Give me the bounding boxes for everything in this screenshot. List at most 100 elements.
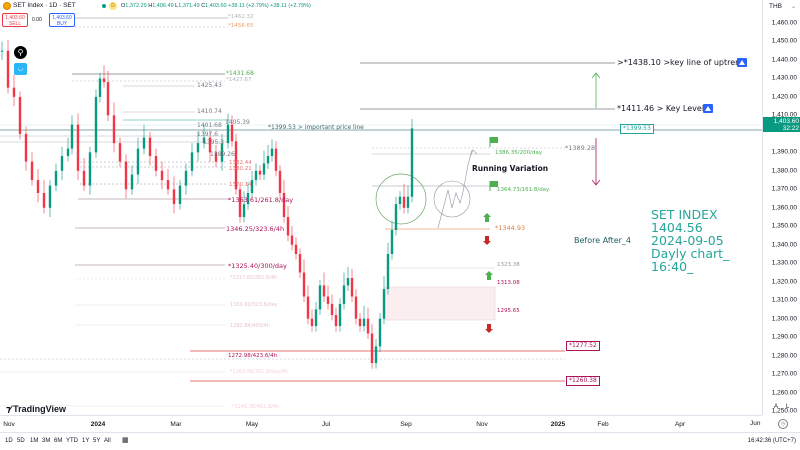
- price-tick: 1,420.00: [771, 93, 797, 101]
- level-1295[interactable]: 1295.65: [497, 308, 520, 314]
- time-tick: 2025: [550, 421, 566, 428]
- uptrend-key-line-label[interactable]: >*1438.10 >key line of uptrend: [617, 58, 746, 67]
- fib-1303[interactable]: 1303.60/323.6/day: [230, 302, 278, 308]
- emoji-icon[interactable]: ◡: [14, 63, 27, 75]
- tradingview-logo-text: TradingView: [13, 404, 66, 414]
- time-axis[interactable]: Nov 2024 Mar May Jul Sep Nov 2025 Feb Apr: [0, 415, 762, 432]
- time-tick: 2024: [90, 421, 106, 428]
- go-to-date-icon[interactable]: ◷: [778, 419, 788, 429]
- flag-icon[interactable]: [489, 181, 499, 191]
- important-price-label[interactable]: *1399.53 > important price line: [268, 124, 364, 131]
- fib-1325[interactable]: *1325.40/300/day: [228, 262, 287, 270]
- level-1389[interactable]: *1389.28: [565, 144, 596, 152]
- arrow-down-icon: [485, 324, 493, 333]
- level-1380[interactable]: 1380.21: [229, 166, 252, 172]
- level-1458[interactable]: *1458.65: [228, 23, 254, 29]
- chart-pane[interactable]: SET Index · 1D · SET D O1,372.29 H1,406.…: [0, 0, 762, 415]
- level-1344[interactable]: *1344.93: [495, 224, 526, 232]
- range-3m[interactable]: 3M: [42, 438, 51, 444]
- flag-1364-label[interactable]: 1364.73/161.8/day: [497, 187, 550, 193]
- idea-pin-icon[interactable]: ⚲: [14, 46, 27, 59]
- fib-1317[interactable]: *1317.65/261.8/4h: [230, 275, 278, 281]
- range-1y[interactable]: 1Y: [82, 438, 90, 444]
- range-5y[interactable]: 5Y: [93, 438, 101, 444]
- level-1462[interactable]: *1462.32: [228, 14, 254, 20]
- level-1405[interactable]: 1405.39: [225, 119, 250, 126]
- level-1431[interactable]: *1431.68: [226, 70, 254, 77]
- sell-price: 1,403.60: [5, 15, 25, 21]
- price-tick: 1,250.00: [771, 407, 797, 415]
- alert-icon[interactable]: [703, 104, 713, 113]
- level-1313[interactable]: 1313.08: [497, 280, 520, 286]
- current-price: 1,403.60: [773, 118, 799, 125]
- level-1425[interactable]: 1425.43: [197, 82, 222, 89]
- range-6m[interactable]: 6M: [54, 438, 63, 444]
- fib-1346[interactable]: 1346.25/323.6/4h: [226, 225, 285, 233]
- arrow-up-icon: [483, 213, 491, 222]
- fib-1363[interactable]: *1363.61/261.8/day: [228, 196, 294, 204]
- fib-1245[interactable]: *1245.38/461.8/4h: [232, 404, 280, 410]
- range-1m[interactable]: 1M: [30, 438, 39, 444]
- time-tick: Nov: [3, 421, 15, 428]
- level-1382[interactable]: 1382.44: [229, 160, 252, 166]
- price-tick: 1,450.00: [771, 37, 797, 45]
- set-index-note[interactable]: SET INDEX 1404.56 2024-09-05 Dayly chart…: [651, 207, 730, 274]
- log-scale-button[interactable]: L: [786, 404, 790, 410]
- key-levels-label[interactable]: *1411.46 > Key Levels: [617, 104, 709, 113]
- open-label: O: [121, 3, 126, 9]
- level-1427[interactable]: *1427.67: [226, 77, 252, 83]
- symbol-title[interactable]: SET Index · 1D · SET: [13, 2, 76, 9]
- time-tick: Mar: [170, 421, 182, 428]
- auto-scale-button[interactable]: A: [774, 404, 779, 410]
- price-tick: 1,460.00: [771, 19, 797, 27]
- price-tick: 1,340.00: [771, 241, 797, 249]
- tradingview-logo[interactable]: ⁊⁄ TradingView: [6, 404, 66, 415]
- side-icons: ⚲ ◡: [14, 46, 27, 75]
- range-ytd[interactable]: YTD: [66, 438, 78, 444]
- time-tick: Apr: [674, 421, 686, 428]
- level-1410[interactable]: 1410.74: [197, 108, 222, 115]
- range-1d[interactable]: 1D: [5, 438, 13, 444]
- bottom-toolbar: 1D 5D 1M 3M 6M YTD 1Y 5Y All ▦ 16:42:36 …: [0, 432, 800, 450]
- current-price-label: 1,403.60 32:22: [763, 117, 800, 132]
- price-tick: 1,430.00: [771, 74, 797, 82]
- level-1370[interactable]: 1370.14: [229, 182, 252, 188]
- sell-button[interactable]: 1,403.60 SELL: [2, 13, 28, 27]
- change-value: +38.11 (+2.79%): [228, 3, 269, 9]
- fib-1263[interactable]: *1263.88/261.8/day/4h: [230, 369, 289, 375]
- chevron-down-icon[interactable]: ⌄: [790, 4, 796, 10]
- fib-1292[interactable]: 1292.84/400/4h: [230, 323, 270, 329]
- price-tick: 1,350.00: [771, 222, 797, 230]
- price-chart[interactable]: [0, 0, 762, 415]
- flag-icon[interactable]: [489, 137, 499, 147]
- time-tick: Sep: [400, 421, 412, 428]
- level-1395[interactable]: 1395.3: [203, 139, 224, 146]
- alert-icon[interactable]: [737, 58, 747, 67]
- level-1397[interactable]: 1397.6: [197, 131, 218, 138]
- price-tick: 1,380.00: [771, 167, 797, 175]
- price-tick: 1,290.00: [771, 333, 797, 341]
- price-axis[interactable]: THB ⌄ 1,460.00 1,450.00 1,440.00 1,430.00 1,…: [762, 0, 800, 415]
- time-tick: May: [245, 421, 259, 428]
- fib-1272[interactable]: 1272.98/423.6/4h: [228, 353, 278, 359]
- bar-countdown: 32:22: [782, 125, 799, 132]
- flag-1386-label[interactable]: 1386.35/200/day: [495, 150, 543, 156]
- timezone-clock[interactable]: 16:42:36 (UTC+7): [747, 438, 796, 444]
- level-1323[interactable]: 1323.38: [497, 262, 520, 268]
- level-1389-left[interactable]: 1389.26: [210, 151, 235, 158]
- high-label: H: [148, 3, 153, 9]
- price-tick: 1,270.00: [771, 370, 797, 378]
- low-label: L: [175, 3, 179, 9]
- high-value: 1,406.49: [152, 3, 174, 9]
- calendar-icon[interactable]: ▦: [122, 437, 129, 444]
- price-tag-1260[interactable]: *1260.38: [566, 376, 600, 386]
- price-tag-1277[interactable]: *1277.52: [566, 341, 600, 351]
- currency-selector[interactable]: THB: [769, 3, 782, 10]
- price-tag-1399[interactable]: *1399.53: [620, 124, 654, 134]
- buy-button[interactable]: 1,403.60 BUY: [49, 13, 75, 27]
- range-all[interactable]: All: [104, 438, 111, 444]
- level-1401[interactable]: 1401.68: [197, 122, 222, 129]
- close-label: C: [201, 3, 206, 9]
- range-5d[interactable]: 5D: [17, 438, 25, 444]
